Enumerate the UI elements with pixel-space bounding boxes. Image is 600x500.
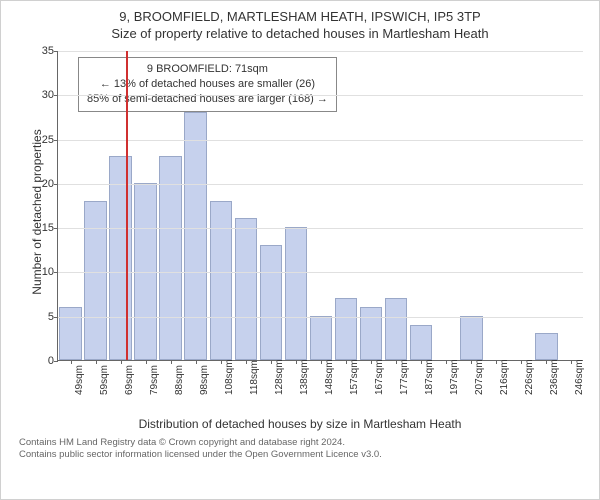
grid-line xyxy=(58,95,583,96)
xtick-mark xyxy=(521,360,522,364)
xtick-mark xyxy=(271,360,272,364)
ytick-mark xyxy=(54,317,58,318)
histogram-bar xyxy=(235,218,258,360)
histogram-bar xyxy=(84,201,107,360)
xtick-mark xyxy=(296,360,297,364)
grid-line xyxy=(58,184,583,185)
xtick-label: 187sqm xyxy=(424,359,435,395)
histogram-bar xyxy=(134,183,157,360)
xtick-mark xyxy=(196,360,197,364)
ytick-label: 35 xyxy=(30,45,54,57)
footer: Contains HM Land Registry data © Crown c… xyxy=(9,437,591,462)
info-line2: ← 13% of detached houses are smaller (26… xyxy=(87,77,328,92)
xtick-mark xyxy=(346,360,347,364)
histogram-bar xyxy=(184,112,207,360)
xtick-label: 157sqm xyxy=(349,359,360,395)
grid-line xyxy=(58,317,583,318)
ytick-label: 20 xyxy=(30,178,54,190)
footer-line1: Contains HM Land Registry data © Crown c… xyxy=(19,437,591,449)
histogram-bar xyxy=(159,156,182,360)
info-line3: 85% of semi-detached houses are larger (… xyxy=(87,92,328,107)
ytick-mark xyxy=(54,272,58,273)
x-axis-label: Distribution of detached houses by size … xyxy=(9,417,591,431)
xtick-mark xyxy=(496,360,497,364)
ytick-mark xyxy=(54,95,58,96)
grid-line xyxy=(58,272,583,273)
xtick-label: 128sqm xyxy=(274,359,285,395)
ytick-label: 25 xyxy=(30,134,54,146)
ytick-label: 30 xyxy=(30,89,54,101)
xtick-label: 216sqm xyxy=(499,359,510,395)
histogram-bar xyxy=(385,298,408,360)
xtick-mark xyxy=(396,360,397,364)
histogram-bar xyxy=(109,156,132,360)
ytick-label: 0 xyxy=(30,355,54,367)
ytick-label: 15 xyxy=(30,222,54,234)
grid-line xyxy=(58,228,583,229)
histogram-bar xyxy=(535,333,558,360)
ytick-mark xyxy=(54,228,58,229)
xtick-label: 108sqm xyxy=(224,359,235,395)
xtick-label: 98sqm xyxy=(199,365,210,395)
histogram-bar xyxy=(210,201,233,360)
ytick-mark xyxy=(54,361,58,362)
xtick-mark xyxy=(571,360,572,364)
xtick-mark xyxy=(321,360,322,364)
footer-line2: Contains public sector information licen… xyxy=(19,449,591,461)
histogram-bar xyxy=(460,316,483,360)
xtick-mark xyxy=(471,360,472,364)
xtick-label: 118sqm xyxy=(249,360,260,395)
xtick-mark xyxy=(96,360,97,364)
xtick-label: 88sqm xyxy=(174,365,185,395)
histogram-bar xyxy=(59,307,82,360)
xtick-mark xyxy=(546,360,547,364)
xtick-label: 79sqm xyxy=(149,365,160,395)
xtick-mark xyxy=(246,360,247,364)
ytick-mark xyxy=(54,51,58,52)
xtick-mark xyxy=(421,360,422,364)
xtick-label: 236sqm xyxy=(549,359,560,395)
xtick-label: 49sqm xyxy=(74,365,85,395)
xtick-label: 197sqm xyxy=(449,359,460,395)
histogram-bar xyxy=(335,298,358,360)
xtick-label: 226sqm xyxy=(524,359,535,395)
histogram-bar xyxy=(310,316,333,360)
xtick-mark xyxy=(371,360,372,364)
xtick-mark xyxy=(146,360,147,364)
chart-container: 9, BROOMFIELD, MARTLESHAM HEATH, IPSWICH… xyxy=(0,0,600,500)
reference-line xyxy=(126,51,128,360)
xtick-mark xyxy=(171,360,172,364)
ytick-label: 5 xyxy=(30,311,54,323)
chart-title-line1: 9, BROOMFIELD, MARTLESHAM HEATH, IPSWICH… xyxy=(9,9,591,24)
histogram-bar xyxy=(360,307,383,360)
info-line1: 9 BROOMFIELD: 71sqm xyxy=(87,62,328,77)
grid-line xyxy=(58,51,583,52)
plot-region: 9 BROOMFIELD: 71sqm ← 13% of detached ho… xyxy=(57,51,583,361)
ytick-label: 10 xyxy=(30,266,54,278)
info-box: 9 BROOMFIELD: 71sqm ← 13% of detached ho… xyxy=(78,57,337,112)
xtick-label: 69sqm xyxy=(124,365,135,395)
xtick-label: 59sqm xyxy=(99,365,110,395)
xtick-label: 177sqm xyxy=(399,359,410,395)
grid-line xyxy=(58,140,583,141)
chart-title-line2: Size of property relative to detached ho… xyxy=(9,26,591,41)
xtick-label: 148sqm xyxy=(324,359,335,395)
ytick-mark xyxy=(54,140,58,141)
histogram-bar xyxy=(260,245,283,360)
ytick-mark xyxy=(54,184,58,185)
histogram-bar xyxy=(410,325,433,360)
histogram-bar xyxy=(285,227,308,360)
xtick-label: 138sqm xyxy=(299,359,310,395)
chart-area: Number of detached properties 9 BROOMFIE… xyxy=(9,45,591,415)
xtick-mark xyxy=(121,360,122,364)
xtick-mark xyxy=(71,360,72,364)
xtick-label: 167sqm xyxy=(374,359,385,395)
xtick-mark xyxy=(221,360,222,364)
xtick-label: 207sqm xyxy=(474,359,485,395)
xtick-label: 246sqm xyxy=(574,359,585,395)
xtick-mark xyxy=(446,360,447,364)
